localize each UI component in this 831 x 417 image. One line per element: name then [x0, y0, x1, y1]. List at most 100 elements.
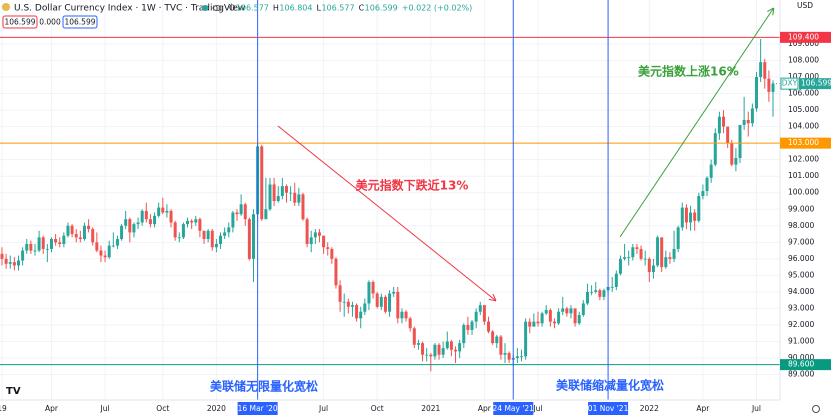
candle-body	[12, 262, 16, 266]
candle-body	[503, 353, 507, 355]
candle-body	[614, 273, 618, 287]
candle-body	[668, 257, 672, 259]
up-arrow	[619, 9, 773, 238]
candle-body	[767, 78, 771, 92]
candle-body	[610, 286, 614, 288]
candle-body	[412, 328, 416, 345]
candle-body	[680, 207, 684, 228]
x-tick-label: Jul	[751, 404, 761, 413]
candle-body	[124, 219, 128, 226]
candle-body	[487, 321, 491, 332]
candle-body	[585, 291, 589, 304]
candle-body	[136, 222, 140, 225]
candle-body	[664, 257, 668, 268]
y-tick-label: 105.000	[788, 105, 819, 114]
candles	[0, 39, 775, 372]
candle-body	[41, 237, 45, 249]
candle-body	[524, 321, 528, 357]
candle-body	[243, 204, 247, 220]
y-tick-label: 94.000	[788, 287, 814, 296]
candle-body	[177, 237, 181, 239]
candle-body	[404, 311, 408, 319]
candle-body	[342, 301, 346, 303]
symbol-tag	[780, 77, 799, 90]
annotation: 美元指数上涨16%	[638, 64, 739, 79]
x-tick-label: Oct	[156, 404, 169, 413]
candle-body	[45, 248, 49, 250]
candle-body	[8, 262, 12, 264]
candle-body	[115, 239, 119, 246]
candle-body	[590, 291, 594, 293]
y-tick-label: 93.000	[788, 303, 814, 312]
eye-icon[interactable]	[212, 5, 222, 11]
price-tag	[799, 78, 831, 90]
y-tick-label: 109.000	[788, 39, 819, 48]
candle-body	[375, 293, 379, 307]
candle-body	[763, 62, 767, 79]
candle-body	[309, 237, 313, 244]
candle-body	[462, 324, 466, 344]
candle-body	[598, 290, 602, 297]
x-tick-label: Apr	[45, 404, 59, 413]
x-tick-label: Jul	[532, 404, 542, 413]
candle-body	[548, 310, 552, 322]
candle-body	[656, 237, 660, 266]
price-tag-label: 106.599	[801, 79, 831, 88]
settings-icon[interactable]	[812, 405, 820, 413]
candle-body	[144, 210, 148, 220]
candle-body	[21, 250, 25, 261]
candle-body	[239, 204, 243, 215]
candle-body	[161, 207, 165, 213]
tv-logo: TV	[6, 386, 21, 397]
candle-body	[421, 343, 425, 355]
candle-body	[194, 219, 198, 223]
x-tick-label: Oct	[371, 404, 384, 413]
ohlc-value: 106.599	[365, 4, 398, 13]
candle-body	[140, 210, 144, 223]
y-tick-label: 91.000	[788, 336, 814, 345]
candle-body	[730, 143, 734, 165]
candle-body	[379, 296, 383, 307]
candle-body	[734, 158, 738, 165]
candle-body	[37, 237, 41, 251]
candle-body	[507, 353, 511, 360]
candle-body	[78, 237, 82, 240]
candle-body	[639, 248, 643, 259]
candle-body	[416, 343, 420, 345]
candle-body	[750, 108, 754, 124]
x-tick-label: 19	[0, 404, 7, 413]
time-axis	[0, 400, 780, 417]
candle-body	[148, 219, 152, 225]
candle-body	[515, 356, 519, 359]
candle-body	[0, 253, 4, 259]
candle-body	[569, 308, 573, 314]
candle-body	[458, 343, 462, 352]
candle-body	[544, 310, 548, 314]
candle-body	[16, 260, 20, 266]
candle-body	[408, 318, 412, 329]
change: +0.022 (+0.02%)	[402, 4, 473, 13]
candle-body	[660, 237, 664, 268]
candle-body	[206, 230, 210, 240]
drawings	[0, 0, 780, 400]
candle-body	[433, 344, 437, 357]
x-tick-label: 2020	[207, 404, 226, 413]
candle-body	[474, 311, 478, 322]
candle-body	[623, 257, 627, 259]
annotation: 美联储无限量化宽松	[210, 379, 318, 394]
symbol-label: DXY	[782, 79, 798, 88]
price-tag-label: 89.600	[788, 360, 814, 369]
candle-body	[647, 258, 651, 273]
candle-body	[519, 356, 523, 358]
header-ohlc: O 106.577 H 106.804 L 106.577 C 106.599 +0.022 (…	[229, 4, 472, 13]
candle-body	[359, 311, 363, 319]
currency: USD	[797, 1, 813, 10]
candle-body	[268, 184, 272, 210]
x-tick-label: Apr	[478, 404, 492, 413]
x-tick-label: Apr	[696, 404, 710, 413]
candle-body	[202, 230, 206, 240]
price-tag-label: 103.000	[788, 138, 819, 147]
candle-body	[227, 227, 231, 233]
down-arrow	[277, 125, 495, 300]
ohlc-key: C	[359, 4, 365, 13]
